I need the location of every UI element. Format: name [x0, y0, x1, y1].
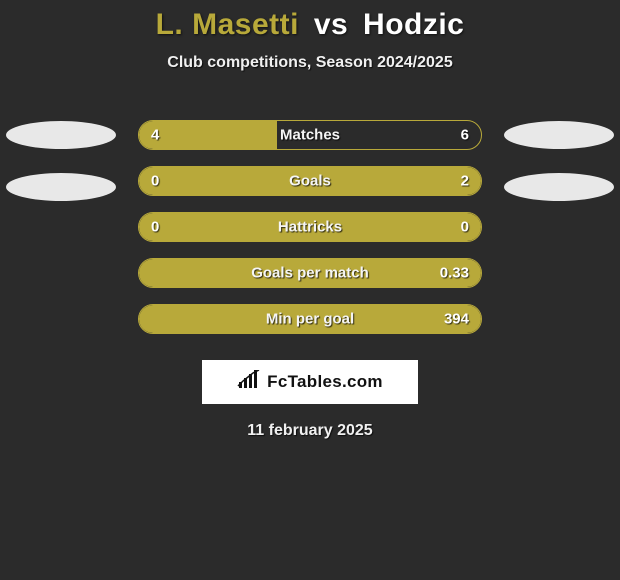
- bar-fill-left: [139, 121, 277, 149]
- date-label: 11 february 2025: [0, 422, 620, 440]
- stat-row: 0 0 Hattricks: [0, 204, 620, 250]
- stat-value-right: 2: [461, 173, 469, 190]
- stat-value-right: 0: [461, 219, 469, 236]
- stat-value-right: 394: [444, 311, 469, 328]
- stat-value-right: 6: [461, 127, 469, 144]
- player2-badge: [504, 121, 614, 149]
- brand-text: FcTables.com: [267, 372, 383, 392]
- player1-name: L. Masetti: [156, 8, 299, 41]
- stat-bar: 4 6 Matches: [138, 120, 482, 150]
- player1-badge: [6, 121, 116, 149]
- chart-icon: [237, 370, 261, 395]
- brand-badge: FcTables.com: [202, 360, 418, 404]
- stat-label: Goals: [289, 173, 331, 190]
- stat-label: Goals per match: [251, 265, 369, 282]
- stat-label: Hattricks: [278, 219, 342, 236]
- title: L. Masetti vs Hodzic: [0, 8, 620, 42]
- stat-label: Matches: [280, 127, 340, 144]
- stat-bar: 0.33 Goals per match: [138, 258, 482, 288]
- stat-row: 4 6 Matches: [0, 112, 620, 158]
- player2-name: Hodzic: [363, 8, 464, 41]
- player1-badge: [6, 173, 116, 201]
- stat-bar: 394 Min per goal: [138, 304, 482, 334]
- stat-row: 394 Min per goal: [0, 296, 620, 342]
- stat-bar: 0 2 Goals: [138, 166, 482, 196]
- stat-label: Min per goal: [266, 311, 354, 328]
- stat-bar: 0 0 Hattricks: [138, 212, 482, 242]
- subtitle: Club competitions, Season 2024/2025: [0, 54, 620, 72]
- stat-value-left: 0: [151, 219, 159, 236]
- player2-badge: [504, 173, 614, 201]
- comparison-card: L. Masetti vs Hodzic Club competitions, …: [0, 0, 620, 440]
- stat-value-right: 0.33: [440, 265, 469, 282]
- stat-value-left: 4: [151, 127, 159, 144]
- stat-row: 0 2 Goals: [0, 158, 620, 204]
- vs-label: vs: [314, 8, 348, 41]
- stat-row: 0.33 Goals per match: [0, 250, 620, 296]
- stat-rows: 4 6 Matches 0 2 Goals 0 0 Hattricks 0.33 Goals per…: [0, 112, 620, 342]
- stat-value-left: 0: [151, 173, 159, 190]
